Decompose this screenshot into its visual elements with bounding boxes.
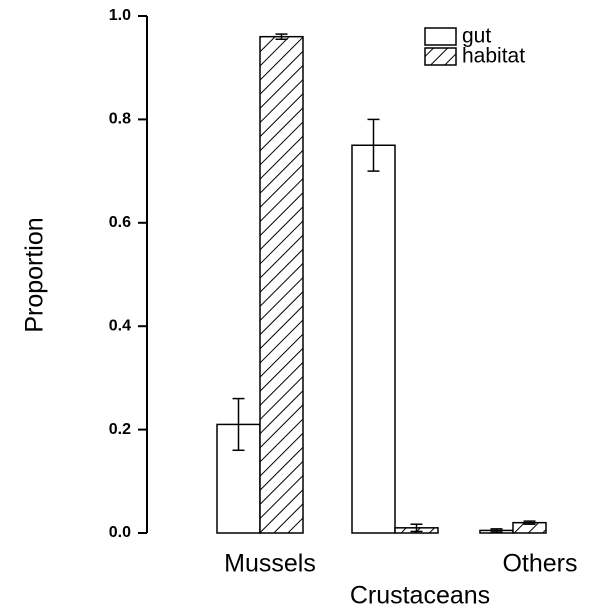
y-tick-label: 0.4 bbox=[109, 317, 131, 334]
error-bar bbox=[232, 397, 245, 452]
y-tick-label: 0.8 bbox=[109, 111, 131, 128]
bar bbox=[351, 144, 396, 534]
legend-label: habitat bbox=[462, 45, 525, 68]
error-bar bbox=[275, 33, 288, 41]
legend-swatch bbox=[424, 47, 457, 66]
x-tick-label: Mussels bbox=[224, 550, 316, 578]
error-bar bbox=[523, 520, 536, 525]
bar bbox=[259, 35, 304, 534]
x-tick-label: Crustaceans bbox=[350, 582, 490, 610]
legend-swatch bbox=[424, 27, 457, 46]
error-bar bbox=[367, 118, 380, 172]
y-tick-label: 0.0 bbox=[109, 524, 131, 541]
y-tick-label: 1.0 bbox=[109, 7, 131, 24]
error-bar bbox=[410, 523, 423, 533]
error-bar bbox=[490, 528, 503, 533]
y-tick-label: 0.2 bbox=[109, 421, 131, 438]
y-axis-label: Proportion bbox=[21, 217, 49, 332]
x-tick-label: Others bbox=[502, 550, 577, 578]
y-tick-label: 0.6 bbox=[109, 214, 131, 231]
legend-label: gut bbox=[462, 25, 491, 48]
